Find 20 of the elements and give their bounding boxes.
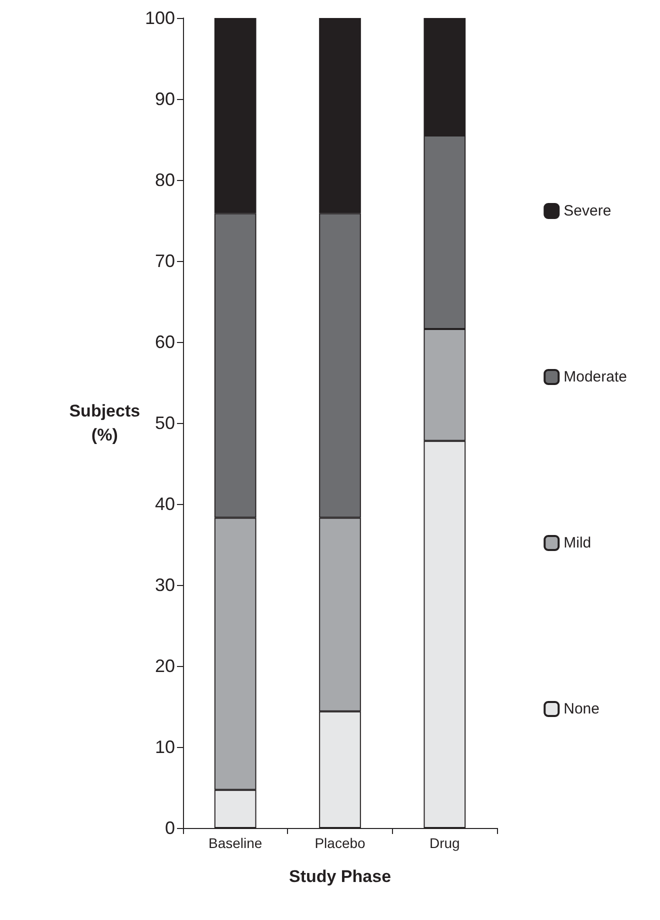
x-tick-label: Baseline: [208, 835, 262, 851]
x-tick-label: Placebo: [314, 835, 366, 851]
legend-label: Mild: [564, 534, 592, 552]
legend-label: None: [564, 700, 600, 718]
y-tick-label: 0: [164, 818, 175, 838]
y-tick-label: 40: [154, 494, 175, 514]
y-axis-title: Subjects (%): [69, 402, 140, 444]
y-tick-label: 100: [144, 8, 175, 28]
x-axis-title: Study Phase: [288, 867, 392, 886]
y-tick-label: 20: [154, 656, 175, 676]
y-tick-label: 60: [154, 332, 175, 352]
y-tick-label: 50: [154, 413, 175, 433]
y-tick-label: 10: [154, 737, 175, 757]
y-tick-label: 90: [154, 89, 175, 109]
legend-label: Moderate: [564, 368, 628, 386]
y-tick-label: 30: [154, 575, 175, 595]
y-tick-label: 80: [154, 170, 175, 190]
legend-label: Severe: [564, 202, 612, 220]
x-tick-label: Drug: [429, 835, 460, 851]
y-tick-label: 70: [154, 251, 175, 271]
